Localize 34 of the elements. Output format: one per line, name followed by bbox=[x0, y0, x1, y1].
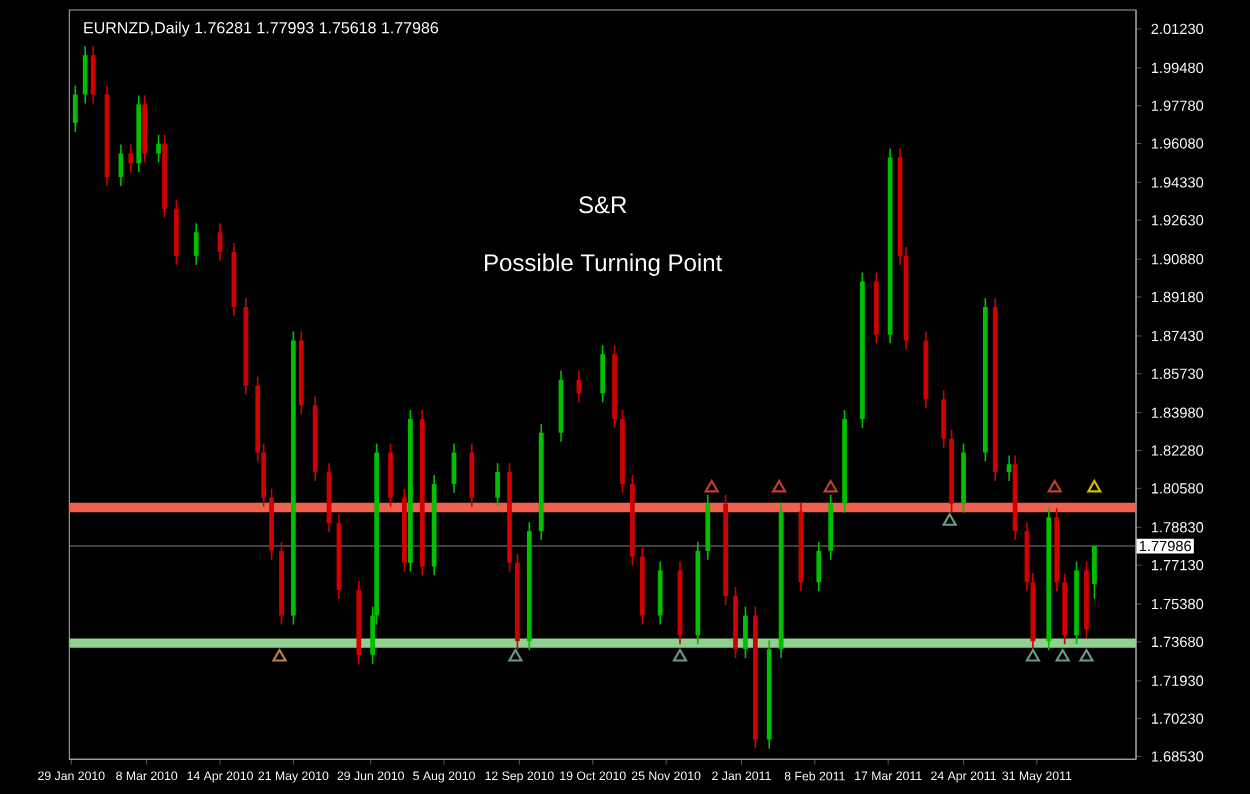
candlestick bbox=[128, 143, 134, 173]
point bbox=[704, 479, 719, 493]
candlestick bbox=[72, 84, 78, 133]
candlestick bbox=[743, 605, 748, 659]
point bbox=[942, 513, 957, 526]
candlestick bbox=[90, 45, 96, 105]
candlestick bbox=[174, 198, 179, 266]
candlestick bbox=[828, 493, 834, 561]
point bbox=[1047, 479, 1062, 493]
point bbox=[1087, 479, 1102, 493]
point bbox=[823, 479, 838, 493]
text: EURNZD,Daily 1.76281 1.77993 1.75618 1.77986 bbox=[84, 21, 439, 37]
point bbox=[1079, 648, 1094, 662]
annotation: Possible Turning Point bbox=[485, 253, 723, 276]
candlestick bbox=[82, 45, 88, 105]
point bbox=[272, 648, 287, 662]
point bbox=[1025, 648, 1040, 662]
point bbox=[672, 648, 688, 662]
candlestick bbox=[600, 344, 606, 404]
annotation: S&R bbox=[579, 196, 627, 214]
candlestick bbox=[469, 442, 475, 508]
candlestick bbox=[705, 493, 711, 561]
point bbox=[772, 479, 787, 493]
candlestick bbox=[388, 442, 393, 508]
candlestick bbox=[1092, 545, 1097, 600]
point bbox=[508, 648, 523, 662]
candlestick bbox=[193, 222, 199, 266]
candlestick bbox=[1006, 454, 1012, 482]
candlestick bbox=[495, 462, 500, 508]
candlestick bbox=[657, 560, 663, 626]
point bbox=[1055, 648, 1070, 662]
candlestick bbox=[156, 134, 161, 164]
candlestick bbox=[816, 541, 822, 592]
candlestick bbox=[941, 389, 947, 449]
